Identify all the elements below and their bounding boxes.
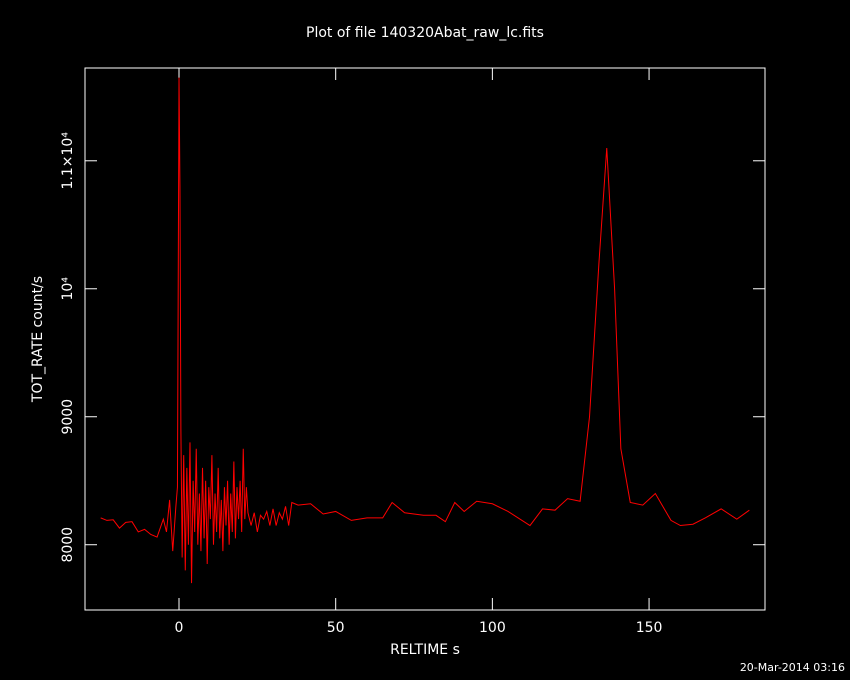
x-tick-label: 0 <box>175 620 184 636</box>
timestamp: 20-Mar-2014 03:16 <box>740 661 845 674</box>
x-tick-label: 100 <box>479 620 506 636</box>
y-tick-label: 10⁴ <box>60 277 76 301</box>
plot-frame <box>84 67 766 611</box>
x-axis-label: RELTIME s <box>390 642 460 658</box>
y-tick-label: 9000 <box>60 399 76 435</box>
y-axis-label: TOT_RATE count/s <box>30 276 46 403</box>
y-tick-label: 1.1×10⁴ <box>60 132 76 190</box>
x-tick-label: 50 <box>327 620 345 636</box>
x-tick-label: 150 <box>636 620 663 636</box>
data-line <box>100 77 750 584</box>
y-tick-label: 8000 <box>60 527 76 563</box>
chart-title: Plot of file 140320Abat_raw_lc.fits <box>306 25 544 41</box>
